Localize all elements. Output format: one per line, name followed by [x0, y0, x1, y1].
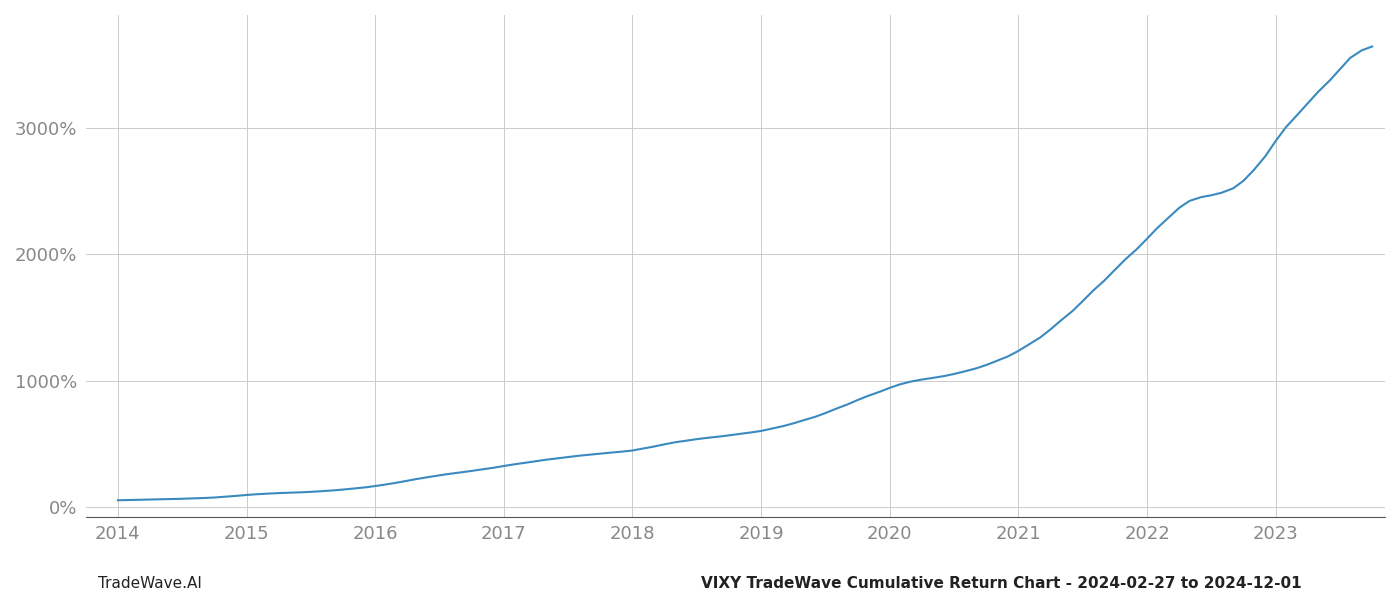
Text: VIXY TradeWave Cumulative Return Chart - 2024-02-27 to 2024-12-01: VIXY TradeWave Cumulative Return Chart -…: [701, 576, 1302, 591]
Text: TradeWave.AI: TradeWave.AI: [98, 576, 202, 591]
